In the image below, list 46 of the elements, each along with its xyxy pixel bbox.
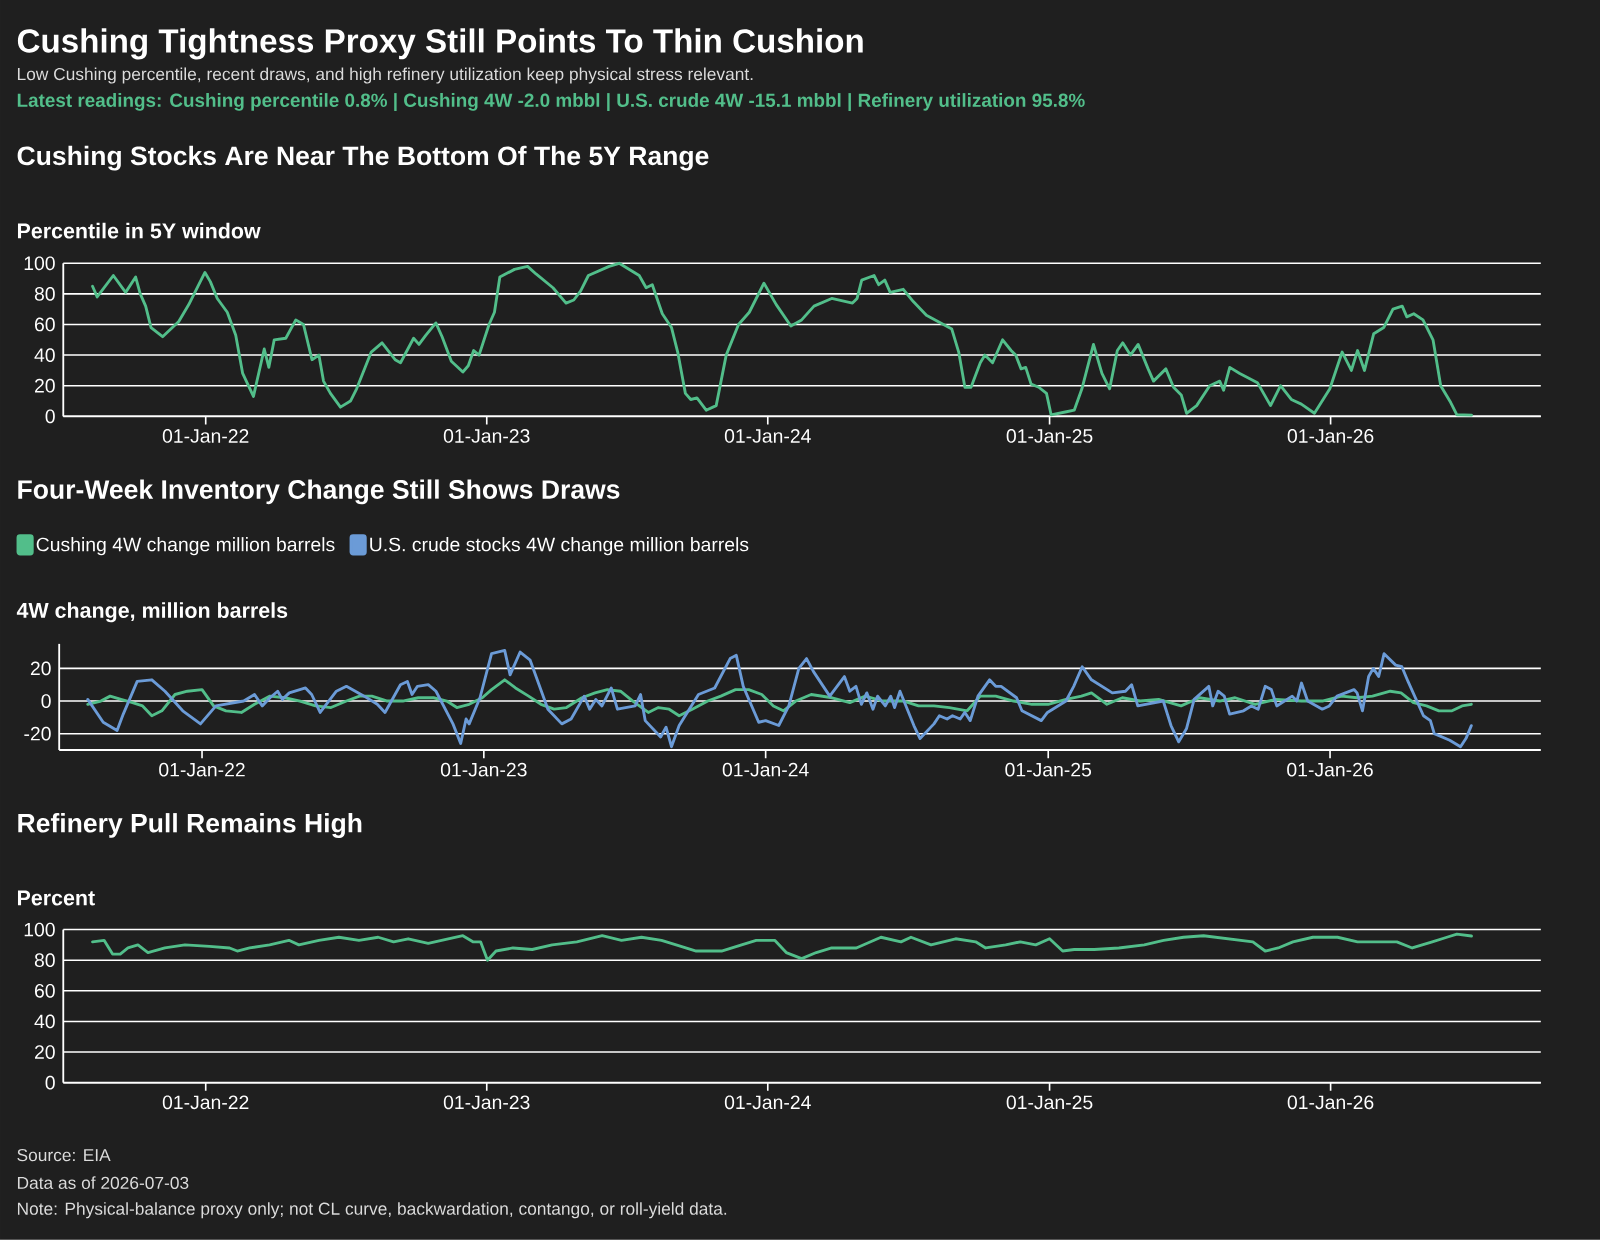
y-tick-label: 40 bbox=[34, 348, 55, 363]
x-tick-label: 01-Jan-26 bbox=[1287, 762, 1373, 777]
text: Note: Physical-balance proxy only; not CL curve, backwardation, contango, or roll-yield data. bbox=[17, 1202, 727, 1219]
x-tick-label: 01-Jan-25 bbox=[1006, 429, 1093, 443]
y-tick-label: 80 bbox=[34, 287, 55, 301]
x-tick-label: 01-Jan-25 bbox=[1006, 1095, 1093, 1110]
text: Cushing Tightness Proxy Still Points To Thin Cushion bbox=[17, 28, 863, 60]
x-tick-label: 01-Jan-23 bbox=[443, 429, 530, 443]
line-series bbox=[86, 649, 1473, 749]
y-tick-label: 40 bbox=[34, 1014, 55, 1029]
x-tick-label: 01-Jan-26 bbox=[1287, 429, 1374, 443]
line-series bbox=[91, 261, 1473, 417]
text: Latest readings: Cushing percentile 0.8% | Cushing 4W -2.0 mbbl | U.S. crude 4W -15.1 mbbl | Refinery utilization 95.8% bbox=[17, 93, 1085, 112]
chart-title: Refinery Pull Remains High bbox=[18, 813, 362, 839]
x-tick-label: 01-Jan-24 bbox=[724, 429, 811, 443]
source-note: Source: EIA bbox=[17, 1149, 111, 1162]
y-tick-label: 20 bbox=[30, 661, 51, 676]
y-tick-label: -20 bbox=[24, 726, 51, 741]
y-tick-label: 20 bbox=[35, 1045, 55, 1060]
legend-label: U.S. crude stocks 4W change million barrels bbox=[370, 537, 749, 556]
y-tick-label: 100 bbox=[24, 922, 55, 937]
legend-label: Cushing 4W change million barrels bbox=[36, 537, 335, 556]
chart-title: Cushing Stocks Are Near The Bottom Of The 5Y Range bbox=[17, 145, 709, 171]
y-tick-label: 0 bbox=[45, 409, 55, 424]
x-tick-label: 01-Jan-24 bbox=[722, 762, 809, 777]
y-axis-title: Percentile in 5Y window bbox=[17, 222, 261, 239]
y-tick-label: 0 bbox=[41, 694, 51, 708]
y-axis-title: Percent bbox=[17, 890, 95, 906]
y-tick-label: 100 bbox=[24, 256, 55, 271]
x-tick-label: 01-Jan-25 bbox=[1005, 762, 1092, 777]
x-tick-label: 01-Jan-26 bbox=[1287, 1095, 1374, 1110]
x-tick-label: 01-Jan-22 bbox=[159, 762, 245, 777]
y-tick-label: 60 bbox=[35, 984, 55, 998]
text: Low Cushing percentile, recent draws, and high refinery utilization keep physical stress relevant. bbox=[17, 67, 753, 84]
x-tick-label: 01-Jan-24 bbox=[724, 1095, 811, 1110]
x-tick-label: 01-Jan-22 bbox=[162, 429, 249, 443]
y-tick-label: 60 bbox=[35, 317, 55, 332]
y-axis-title: 4W change, million barrels bbox=[16, 602, 288, 623]
chart-title: Four-Week Inventory Change Still Shows Draws bbox=[18, 479, 620, 505]
y-tick-label: 20 bbox=[35, 378, 55, 393]
text: Data as of 2026-07-03 bbox=[17, 1176, 189, 1190]
y-tick-label: 80 bbox=[34, 953, 55, 968]
x-tick-label: 01-Jan-22 bbox=[162, 1095, 249, 1110]
x-tick-label: 01-Jan-23 bbox=[443, 1095, 530, 1110]
x-tick-label: 01-Jan-23 bbox=[440, 762, 527, 777]
y-tick-label: 0 bbox=[45, 1075, 55, 1090]
